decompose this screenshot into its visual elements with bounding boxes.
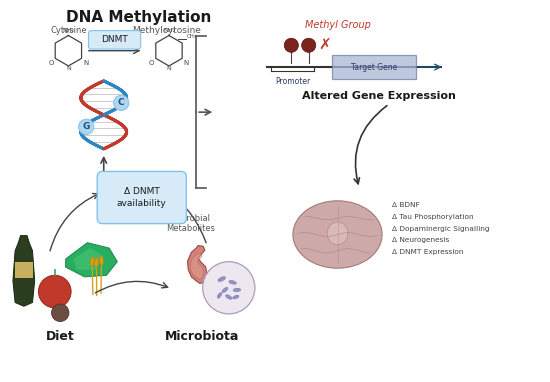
Circle shape (203, 262, 255, 314)
Text: Diet: Diet (46, 330, 75, 343)
Text: DNA Methylation: DNA Methylation (67, 10, 212, 26)
Circle shape (284, 38, 299, 52)
Text: Methylcytosine: Methylcytosine (132, 26, 201, 35)
Text: ✗: ✗ (318, 38, 332, 53)
Ellipse shape (218, 277, 226, 282)
Circle shape (301, 38, 316, 52)
Text: Microbial
Metabolites: Microbial Metabolites (166, 214, 215, 233)
Ellipse shape (222, 287, 228, 293)
FancyBboxPatch shape (97, 172, 186, 223)
Ellipse shape (100, 256, 103, 265)
Text: Δ BDNF: Δ BDNF (392, 202, 420, 207)
Ellipse shape (95, 258, 98, 268)
Text: Microbiota: Microbiota (164, 330, 239, 343)
Text: N: N (167, 66, 172, 71)
Polygon shape (190, 253, 204, 279)
Text: DNMT: DNMT (101, 36, 128, 44)
Text: Δ Tau Phosphorylation: Δ Tau Phosphorylation (392, 214, 474, 220)
Text: Altered Gene Expression: Altered Gene Expression (302, 91, 456, 101)
Ellipse shape (327, 222, 348, 245)
Text: G: G (82, 122, 90, 131)
Polygon shape (74, 248, 104, 270)
Text: CH₃: CH₃ (187, 34, 197, 39)
Ellipse shape (293, 201, 382, 268)
Text: Promoter: Promoter (275, 77, 310, 86)
Text: NH₂: NH₂ (62, 28, 74, 33)
Text: NH₂: NH₂ (163, 28, 175, 33)
Ellipse shape (226, 295, 232, 299)
Text: O: O (48, 60, 54, 66)
Ellipse shape (233, 295, 239, 299)
Ellipse shape (229, 280, 236, 284)
Text: Target Gene: Target Gene (351, 63, 397, 71)
Ellipse shape (217, 293, 222, 298)
Ellipse shape (233, 288, 241, 291)
FancyBboxPatch shape (14, 262, 33, 278)
FancyBboxPatch shape (89, 31, 141, 49)
Text: N: N (184, 60, 189, 66)
Text: Cytosine: Cytosine (50, 26, 87, 35)
Text: Δ DNMT
availability: Δ DNMT availability (117, 188, 167, 207)
Text: Δ Neurogenesis: Δ Neurogenesis (392, 238, 449, 243)
FancyBboxPatch shape (332, 55, 416, 79)
Text: Δ Dopaminergic Signalling: Δ Dopaminergic Signalling (392, 225, 490, 231)
Circle shape (79, 119, 94, 134)
Text: N: N (66, 66, 71, 71)
Polygon shape (188, 246, 207, 283)
Text: N: N (83, 60, 89, 66)
Text: Methyl Group: Methyl Group (305, 20, 371, 30)
Ellipse shape (90, 257, 94, 267)
Polygon shape (65, 243, 117, 277)
Circle shape (39, 275, 71, 308)
Circle shape (114, 95, 129, 110)
Polygon shape (13, 236, 35, 306)
Circle shape (52, 304, 69, 322)
Text: O: O (149, 60, 154, 66)
Text: Δ DNMT Expression: Δ DNMT Expression (392, 249, 464, 256)
Text: C: C (118, 99, 124, 107)
